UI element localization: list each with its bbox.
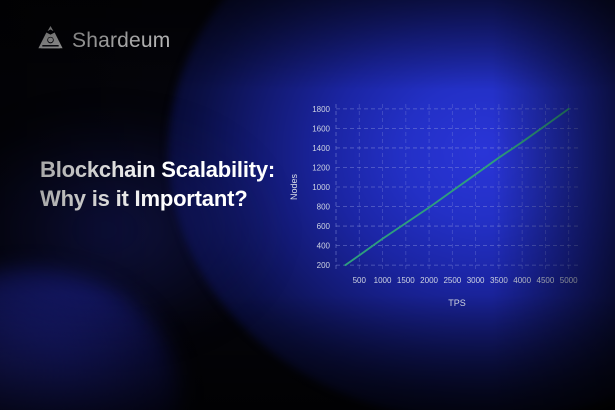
chart-y-tick: 1800 xyxy=(312,105,330,114)
chart-x-tick: 3500 xyxy=(490,276,508,285)
chart-y-tick: 800 xyxy=(317,203,331,212)
chart-x-tick: 5000 xyxy=(560,276,578,285)
chart-y-tick: 1600 xyxy=(312,124,330,133)
chart-y-axis-label: Nodes xyxy=(289,173,299,200)
chart-x-tick: 1500 xyxy=(397,276,415,285)
chart-y-tick: 1400 xyxy=(312,144,330,153)
brand-wordmark: Shardeum xyxy=(72,28,171,52)
chart-y-tick: 200 xyxy=(317,261,331,270)
chart-x-tick: 2500 xyxy=(443,276,461,285)
brand-logo[interactable]: Shardeum xyxy=(38,26,171,54)
chart-x-tick: 3000 xyxy=(467,276,485,285)
chart-y-tick: 400 xyxy=(317,242,331,251)
chart-x-axis-label: TPS xyxy=(448,298,466,308)
chart-y-tick-labels: 200 400 600 800 1000 1200 1400 1600 1800 xyxy=(312,105,330,270)
chart-x-tick-labels: 500 1000 1500 2000 2500 3000 3500 4000 4500 5000 xyxy=(353,276,579,285)
chart-x-tick: 4500 xyxy=(537,276,555,285)
chart-x-tick: 1000 xyxy=(374,276,392,285)
shardeum-triangle-icon xyxy=(38,26,63,54)
chart-x-tick: 2000 xyxy=(420,276,438,285)
chart-x-tick: 500 xyxy=(353,276,367,285)
page-title: Blockchain Scalability: Why is it Import… xyxy=(40,157,276,212)
chart-y-tick: 1200 xyxy=(312,163,330,172)
chart-y-tick: 600 xyxy=(317,222,331,231)
chart-y-tick: 1000 xyxy=(312,183,330,192)
chart-x-tick: 4000 xyxy=(513,276,531,285)
scalability-chart: 200 400 600 800 1000 1200 1400 1600 1800 500 1000… xyxy=(283,98,593,313)
